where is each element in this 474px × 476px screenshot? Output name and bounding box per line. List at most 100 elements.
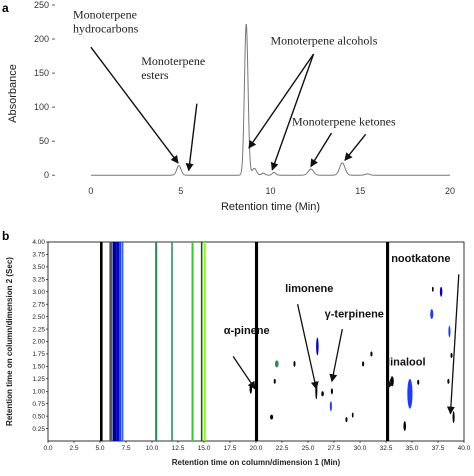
panel-a-annotation-arrow <box>248 53 315 149</box>
panel-b-spot <box>316 337 319 356</box>
panel-b-letter: b <box>2 229 9 243</box>
panel-b-annotation-arrow <box>386 376 394 390</box>
panel-b-band <box>204 242 206 441</box>
panel-a-y-tick-label: 150 <box>34 68 49 78</box>
panel-b-y-tick-label: 0.25 <box>32 426 45 433</box>
panel-a-y-tick-label: 100 <box>34 102 49 112</box>
panel-b-x-tick-label: 30.0 <box>354 445 367 452</box>
panel-b-y-ticks: 0.25 0.50 0.75 1.00 1.25 1.50 1.75 2.00 2.25 2.50… <box>32 239 48 433</box>
panel-b-spot <box>450 352 453 358</box>
panel-b-band <box>200 242 203 441</box>
panel-b-x-ticks: 0.0 2.5 5.0 7.5 10.0 12.5 15.0 17.5 20.0 22.5 25.0… <box>43 441 471 452</box>
panel-a-annotation-arrow <box>185 103 198 172</box>
panel-a-annotation-text: Monoterpene ketones <box>292 114 396 128</box>
panel-b-annotation-text: limonene <box>285 283 333 295</box>
panel-b-spot <box>249 383 253 394</box>
panel-a-annotation-text: esters <box>141 68 169 82</box>
panel-b-annotation-text: nootkatone <box>391 253 450 265</box>
panel-b-x-tick-label: 27.5 <box>328 445 341 452</box>
panel-b-x-tick-label: 15.0 <box>198 445 211 452</box>
panel-b-annotation-arrow <box>232 356 256 390</box>
panel-a-y-tick-label: 250 <box>34 0 49 10</box>
panel-b-y-tick-label: 3.75 <box>32 252 45 259</box>
panel-b-x-tick-label: 12.5 <box>172 445 185 452</box>
panel-b-y-tick-label: 3.25 <box>32 277 45 284</box>
panel-b-band <box>116 242 120 441</box>
panel-b-spot <box>274 360 279 368</box>
panel-b-annotation-arrow <box>329 328 343 383</box>
panel-b-spot <box>321 391 324 397</box>
panel-b-y-axis-label: Retention time on column/dimension 2 (Se… <box>5 257 14 426</box>
panel-a-annotation-arrow <box>90 46 179 164</box>
panel-b-annotation-text: α-pinene <box>224 325 270 337</box>
panel-b-x-tick-label: 25.0 <box>302 445 315 452</box>
panel-b-spot <box>448 325 451 338</box>
panel-b-x-tick-label: 5.0 <box>95 445 104 452</box>
panel-a-annotation-text: Monoterpene <box>73 8 137 22</box>
panel-a-letter: a <box>2 1 9 15</box>
panel-b-x-tick-label: 22.5 <box>276 445 289 452</box>
panel-a-annotation-arrow <box>310 132 333 168</box>
panel-b-y-tick-label: 2.75 <box>32 301 45 308</box>
panel-b-x-tick-label: 10.0 <box>146 445 159 452</box>
panel-a-annotation-arrow <box>344 133 367 161</box>
panel-b-y-tick-label: 3.50 <box>32 264 45 271</box>
panel-a-x-axis-label: Retention time (Min) <box>221 201 320 213</box>
panel-b-spot <box>417 379 420 385</box>
panel-b-x-axis-label: Retention time on column/dimension 1 (Mi… <box>172 458 341 467</box>
panel-b-spot <box>407 378 413 409</box>
panel-a-y-axis-label: Absorbance <box>7 64 19 123</box>
panel-b-band <box>191 242 194 441</box>
panel-b-y-tick-label: 1.75 <box>32 351 45 358</box>
panel-b-spot <box>447 378 450 384</box>
panel-b-spot <box>370 351 373 357</box>
panel-a-x-tick-label: 0 <box>88 186 93 196</box>
panel-b-spot <box>431 286 434 292</box>
panel-b-spot <box>330 388 333 395</box>
panel-b-y-tick-label: 2.50 <box>32 314 45 321</box>
panel-b-x-tick-label: 20.0 <box>250 445 263 452</box>
panel-b-annotation-arrow <box>296 304 319 390</box>
panel-b-band <box>155 242 158 441</box>
panel-b-x-tick-label: 0.0 <box>43 445 52 452</box>
panel-b-y-tick-label: 1.00 <box>32 388 45 395</box>
panel-b-spot <box>452 411 455 424</box>
panel-b-spot <box>329 401 332 412</box>
panel-a-y-ticks: 0 50 100 150 200 250 <box>34 0 55 180</box>
panel-b-annotation-text: linalool <box>387 356 426 368</box>
panel-a-x-tick-label: 10 <box>265 186 275 196</box>
panel-a-annotation-text: hydrocarbons <box>73 22 139 36</box>
panel-a-x-tick-label: 5 <box>178 186 183 196</box>
panel-b-band <box>100 242 103 441</box>
panel-b-spot <box>403 421 406 432</box>
panel-b-band <box>112 242 117 441</box>
panel-a-x-tick-label: 20 <box>445 186 455 196</box>
panel-b-bands <box>100 242 390 441</box>
panel-b-spot <box>430 309 434 320</box>
panel-b-band <box>386 242 390 441</box>
panel-b-y-tick-label: 0.50 <box>32 413 45 420</box>
panel-b-annotation-arrow <box>446 274 460 415</box>
panel-b-y-tick-label: 2.25 <box>32 326 45 333</box>
panel-a-trace <box>90 23 451 176</box>
panel-b-x-tick-label: 32.5 <box>380 445 393 452</box>
panel-b-band <box>109 242 112 441</box>
panel-b-x-tick-label: 37.5 <box>432 445 445 452</box>
panel-b-band <box>171 242 173 441</box>
panel-b-y-tick-label: 1.50 <box>32 364 45 371</box>
panel-b-annotation-text: γ-terpinene <box>325 309 384 321</box>
panel-a-annotation-arrow <box>270 53 315 171</box>
panel-a-y-tick-label: 50 <box>39 136 49 146</box>
panel-b-y-tick-label: 1.25 <box>32 376 45 383</box>
panel-b-x-tick-label: 35.0 <box>406 445 419 452</box>
panel-b-2d-chromatogram: 0.250.500.751.001.251.501.752.002.252.50… <box>5 239 471 467</box>
panel-a-x-tick-label: 15 <box>355 186 365 196</box>
panel-b-x-tick-label: 17.5 <box>224 445 237 452</box>
panel-b-annotations: α-pinene limonene γ-terpinene nootkatone lin… <box>224 253 460 415</box>
panel-b-spot <box>293 360 296 367</box>
panel-a-y-tick-label: 200 <box>34 34 49 44</box>
panel-b-spot <box>273 378 276 384</box>
panel-b-band <box>119 242 122 441</box>
panel-b-spot <box>362 361 365 367</box>
